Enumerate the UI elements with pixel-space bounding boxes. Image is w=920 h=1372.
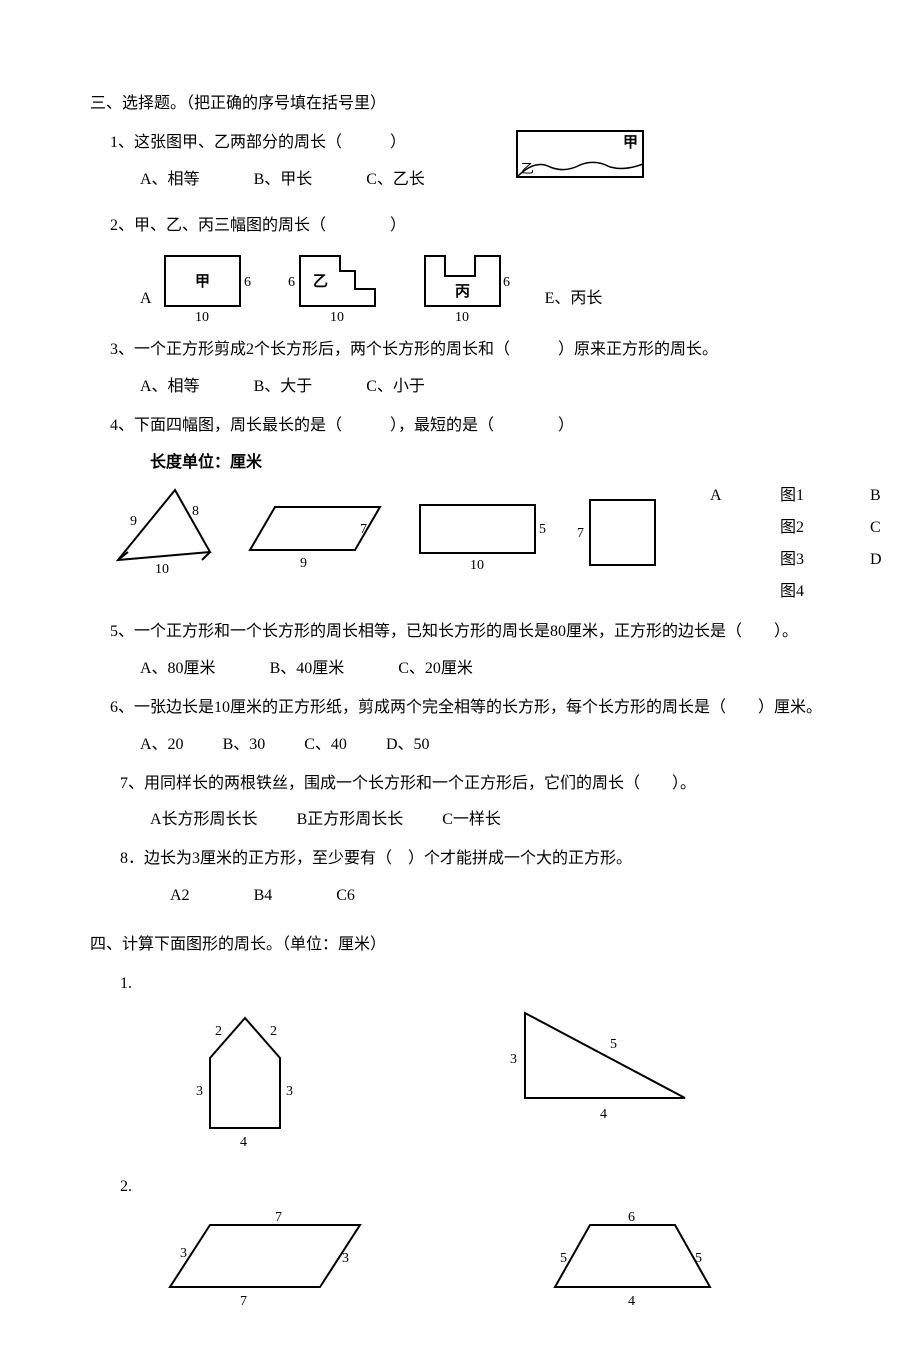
svg-text:3: 3	[180, 1246, 187, 1261]
q3-optC: C、小于	[366, 373, 425, 402]
svg-text:甲: 甲	[195, 273, 210, 290]
svg-text:3: 3	[510, 1052, 517, 1067]
svg-text:4: 4	[600, 1107, 607, 1122]
svg-text:6: 6	[628, 1210, 635, 1225]
svg-text:10: 10	[455, 310, 469, 325]
svg-text:8: 8	[192, 504, 199, 519]
svg-text:10: 10	[195, 310, 209, 325]
svg-text:6: 6	[288, 275, 295, 290]
q8-optC: C6	[336, 882, 355, 911]
q8-optB: B4	[254, 882, 273, 911]
q2-shape-yi: 乙 6 10	[285, 251, 385, 326]
section3-title: 三、选择题。（把正确的序号填在括号里）	[90, 90, 830, 119]
q4-rectangle: 5 10	[415, 495, 550, 575]
q5-optA: A、80厘米	[140, 655, 216, 684]
svg-text:10: 10	[470, 558, 484, 573]
svg-text:5: 5	[610, 1037, 617, 1052]
svg-text:7: 7	[275, 1210, 282, 1225]
svg-text:10: 10	[330, 310, 344, 325]
svg-text:丙: 丙	[455, 283, 470, 300]
svg-text:5: 5	[539, 522, 546, 537]
s4-pentagon: 2 2 3 3 4	[180, 1003, 325, 1153]
q2-shape-bing: 丙 6 10	[415, 251, 515, 326]
s4-num2: 2.	[120, 1173, 830, 1202]
s4-trapezoid: 6 5 5 4	[540, 1207, 725, 1312]
q6-text: 6、一张边长是10厘米的正方形纸，剪成两个完全相等的长方形，每个长方形的周长是（…	[110, 694, 830, 723]
q2-letterA: A	[140, 285, 152, 326]
q4-text: 4、下面四幅图，周长最长的是（ ），最短的是（ ）	[110, 412, 830, 441]
q6-optC: C、40	[304, 731, 347, 760]
q2-shape-jia: 甲 6 10	[160, 251, 255, 326]
q4-parallelogram: 7 9	[245, 495, 390, 575]
q4-labels: A图1B 图2C 图3D 图4	[710, 480, 882, 608]
svg-text:5: 5	[560, 1251, 567, 1266]
q5-optB: B、40厘米	[270, 655, 345, 684]
q3-optA: A、相等	[140, 373, 200, 402]
q6-optB: B、30	[223, 731, 266, 760]
s4-item1: 1. 2 2 3 3 4 3 5 4	[90, 970, 830, 1154]
q3-optB: B、大于	[254, 373, 313, 402]
q8-optA: A2	[170, 882, 190, 911]
svg-text:6: 6	[244, 275, 251, 290]
s4-parallelogram: 7 3 3 7	[160, 1207, 380, 1312]
svg-text:3: 3	[286, 1084, 293, 1099]
svg-text:2: 2	[215, 1024, 222, 1039]
q5-optC: C、20厘米	[398, 655, 473, 684]
q4-square: 7	[575, 495, 665, 575]
q7-optC: C一样长	[442, 806, 501, 835]
section4-title: 四、计算下面图形的周长。（单位：厘米）	[90, 931, 830, 960]
svg-text:6: 6	[503, 275, 510, 290]
q2-text: 2、甲、乙、丙三幅图的周长（ ）	[110, 212, 830, 241]
svg-text:9: 9	[300, 556, 307, 571]
s4-num1: 1.	[120, 970, 830, 999]
question-1: 1、这张图甲、乙两部分的周长（ ） A、相等 B、甲长 C、乙长 甲 乙	[90, 129, 830, 203]
question-8: 8．边长为3厘米的正方形，至少要有（ ）个才能拼成一个大的正方形。 A2 B4 …	[90, 845, 830, 911]
q6-optD: D、50	[386, 731, 430, 760]
svg-text:9: 9	[130, 514, 137, 529]
svg-text:2: 2	[270, 1024, 277, 1039]
svg-text:7: 7	[577, 526, 584, 541]
q1-optC: C、乙长	[366, 166, 425, 195]
question-5: 5、一个正方形和一个长方形的周长相等，已知长方形的周长是80厘米，正方形的边长是…	[90, 618, 830, 684]
s4-item2: 2. 7 3 3 7 6 5 5 4	[90, 1173, 830, 1312]
q7-optB: B正方形周长长	[297, 806, 404, 835]
q7-optA: A长方形周长长	[150, 806, 258, 835]
q1-diagram: 甲 乙	[515, 129, 645, 179]
s4-triangle: 3 5 4	[505, 1003, 705, 1133]
svg-text:甲: 甲	[623, 134, 638, 151]
q1-text: 1、这张图甲、乙两部分的周长（ ）	[110, 129, 475, 158]
svg-text:5: 5	[695, 1251, 702, 1266]
svg-text:10: 10	[155, 562, 169, 575]
q3-text: 3、一个正方形剪成2个长方形后，两个长方形的周长和（ ）原来正方形的周长。	[110, 336, 830, 365]
question-3: 3、一个正方形剪成2个长方形后，两个长方形的周长和（ ）原来正方形的周长。 A、…	[90, 336, 830, 402]
question-4: 4、下面四幅图，周长最长的是（ ），最短的是（ ） 长度单位：厘米 9 8 10…	[90, 412, 830, 609]
q2-letterE: E、丙长	[545, 285, 603, 326]
svg-text:3: 3	[196, 1084, 203, 1099]
question-7: 7、用同样长的两根铁丝，围成一个长方形和一个正方形后，它们的周长（ ）。 A长方…	[90, 770, 830, 836]
q1-optA: A、相等	[140, 166, 200, 195]
svg-text:7: 7	[360, 522, 367, 537]
svg-text:乙: 乙	[521, 161, 534, 176]
svg-text:乙: 乙	[313, 274, 328, 290]
q5-text: 5、一个正方形和一个长方形的周长相等，已知长方形的周长是80厘米，正方形的边长是…	[110, 618, 830, 647]
q7-text: 7、用同样长的两根铁丝，围成一个长方形和一个正方形后，它们的周长（ ）。	[120, 770, 830, 799]
svg-text:4: 4	[240, 1135, 247, 1150]
question-6: 6、一张边长是10厘米的正方形纸，剪成两个完全相等的长方形，每个长方形的周长是（…	[90, 694, 830, 760]
question-2: 2、甲、乙、丙三幅图的周长（ ） A 甲 6 10 乙 6 10 丙 6	[90, 212, 830, 326]
q4-triangle: 9 8 10	[110, 480, 220, 575]
q8-text: 8．边长为3厘米的正方形，至少要有（ ）个才能拼成一个大的正方形。	[120, 845, 830, 874]
q1-optB: B、甲长	[254, 166, 313, 195]
svg-text:3: 3	[342, 1251, 349, 1266]
q4-unit: 长度单位：厘米	[110, 449, 830, 478]
q6-optA: A、20	[140, 731, 184, 760]
